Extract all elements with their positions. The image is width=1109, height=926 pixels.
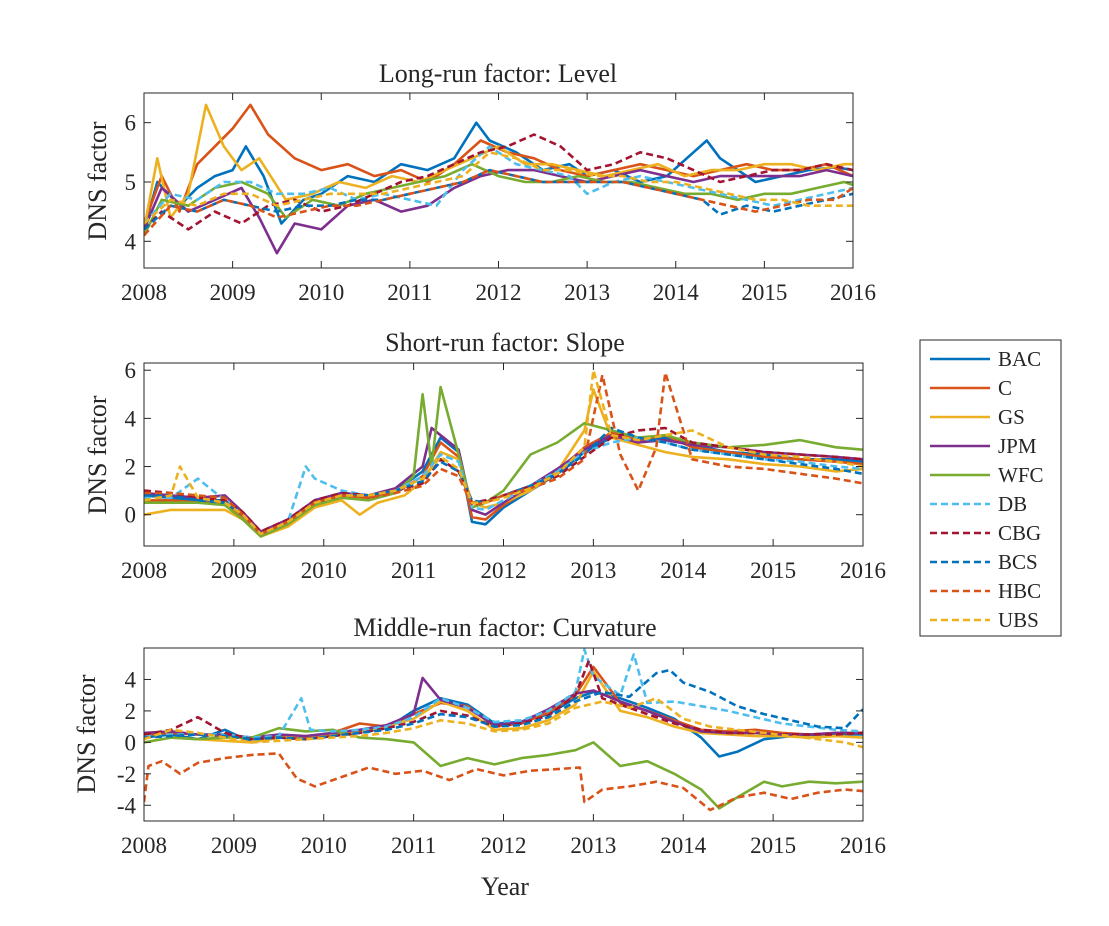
x-tick-label: 2010 (301, 558, 347, 583)
legend-label: JPM (998, 434, 1037, 458)
panel-slope: Short-run factor: Slope DNS factor 2008 2… (83, 328, 886, 583)
legend-item-bac: BAC (930, 347, 1041, 371)
plot-area: 2008 2009 2010 2011 2012 2013 2014 2015 2016 4 5 6 (121, 92, 876, 305)
panel-curvature: Middle-run factor: Curvature DNS factor … (72, 613, 886, 901)
y-axis-label: DNS factor (83, 395, 112, 514)
series-line-jpm (144, 426, 863, 533)
legend-label: WFC (998, 463, 1044, 487)
x-tick-label: 2014 (653, 280, 700, 305)
series-line-c (144, 431, 863, 536)
y-tick-label: 5 (125, 170, 137, 195)
legend-label: BCS (998, 550, 1038, 574)
panel-title: Short-run factor: Slope (385, 328, 625, 357)
plot-area: 2008 2009 2010 2011 2012 2013 2014 2015 2016 0 2 4 6 (121, 358, 886, 583)
legend: BAC C GS JPM WFC DB CBG BCS HBC UBS (919, 339, 1062, 637)
y-tick-label: 4 (125, 667, 137, 692)
series-line-cbg (144, 426, 863, 533)
x-tick-label: 2009 (211, 833, 257, 858)
panel-level: Long-run factor: Level DNS factor 2008 20… (83, 59, 876, 305)
x-tick-label: 2016 (840, 833, 886, 858)
x-tick-label: 2009 (211, 558, 257, 583)
y-tick-label: 2 (125, 699, 137, 724)
y-tick-label: -2 (117, 762, 136, 787)
series-line-cbg (144, 659, 863, 741)
x-tick-label: 2011 (391, 558, 436, 583)
legend-item-wfc: WFC (930, 463, 1044, 487)
x-tick-label: 2008 (121, 558, 167, 583)
legend-item-jpm: JPM (930, 434, 1037, 458)
series-line-cbg (144, 133, 853, 231)
x-axis-label: Year (481, 872, 529, 901)
x-tick-label: 2009 (210, 280, 256, 305)
x-tick-label: 2013 (570, 833, 616, 858)
x-tick-label: 2010 (301, 833, 347, 858)
series-line-ubs (144, 151, 853, 225)
plot-frame (143, 92, 854, 269)
series-line-gs (144, 670, 863, 744)
y-tick-label: 0 (125, 503, 137, 528)
x-tick-label: 2015 (750, 558, 796, 583)
x-tick-label: 2011 (391, 833, 436, 858)
x-tick-label: 2010 (298, 280, 344, 305)
series-line-bac (144, 121, 853, 230)
y-tick-label: 6 (125, 358, 137, 383)
series-line-bcs (144, 426, 863, 536)
legend-item-c: C (930, 376, 1012, 400)
series-line-ubs (144, 368, 863, 536)
x-tick-label: 2015 (741, 280, 787, 305)
legend-label: DB (998, 492, 1027, 516)
x-tick-label: 2014 (660, 558, 707, 583)
series-line-ubs (144, 697, 863, 749)
panel-title: Middle-run factor: Curvature (353, 613, 656, 642)
legend-label: HBC (998, 579, 1041, 603)
y-tick-label: 6 (125, 111, 137, 136)
legend-item-hbc: HBC (930, 579, 1041, 603)
x-tick-label: 2013 (570, 558, 616, 583)
series-line-hbc (144, 168, 853, 237)
series-line-hbc (144, 752, 863, 812)
series-line-wfc (144, 726, 863, 810)
series-group (144, 368, 863, 538)
x-tick-label: 2012 (481, 558, 527, 583)
x-tick-label: 2008 (121, 280, 167, 305)
y-tick-label: 4 (125, 229, 137, 254)
x-tick-label: 2008 (121, 833, 167, 858)
y-tick-label: -4 (117, 793, 137, 818)
legend-label: BAC (998, 347, 1041, 371)
legend-label: GS (998, 405, 1025, 429)
y-tick-label: 0 (125, 730, 137, 755)
plot-area: 2008 2009 2010 2011 2012 2013 2014 2015 2016 -4 -2… (117, 647, 886, 858)
x-tick-label: 2014 (660, 833, 707, 858)
legend-item-ubs: UBS (930, 608, 1039, 632)
legend-item-db: DB (930, 492, 1027, 516)
legend-item-gs: GS (930, 405, 1025, 429)
y-tick-label: 2 (125, 455, 137, 480)
x-tick-label: 2016 (830, 280, 876, 305)
series-line-bcs (144, 668, 863, 741)
legend-box (919, 339, 1062, 637)
x-tick-label: 2015 (750, 833, 796, 858)
series-line-db (144, 648, 863, 739)
series-group (144, 648, 863, 812)
x-tick-label: 2011 (387, 280, 432, 305)
series-line-gs (144, 388, 863, 538)
x-tick-label: 2012 (481, 833, 527, 858)
y-axis-label: DNS factor (83, 121, 112, 240)
legend-label: UBS (998, 608, 1039, 632)
legend-item-bcs: BCS (930, 550, 1038, 574)
x-tick-label: 2012 (476, 280, 522, 305)
x-tick-label: 2013 (564, 280, 610, 305)
panel-title: Long-run factor: Level (379, 59, 617, 88)
series-line-db (144, 145, 853, 225)
legend-label: CBG (998, 521, 1041, 545)
series-group (144, 103, 853, 255)
y-axis-label: DNS factor (72, 674, 101, 793)
legend-item-cbg: CBG (930, 521, 1041, 545)
y-tick-label: 4 (125, 406, 137, 431)
legend-label: C (998, 376, 1012, 400)
x-tick-label: 2016 (840, 558, 886, 583)
series-line-wfc (144, 162, 853, 236)
series-line-gs (144, 103, 853, 230)
